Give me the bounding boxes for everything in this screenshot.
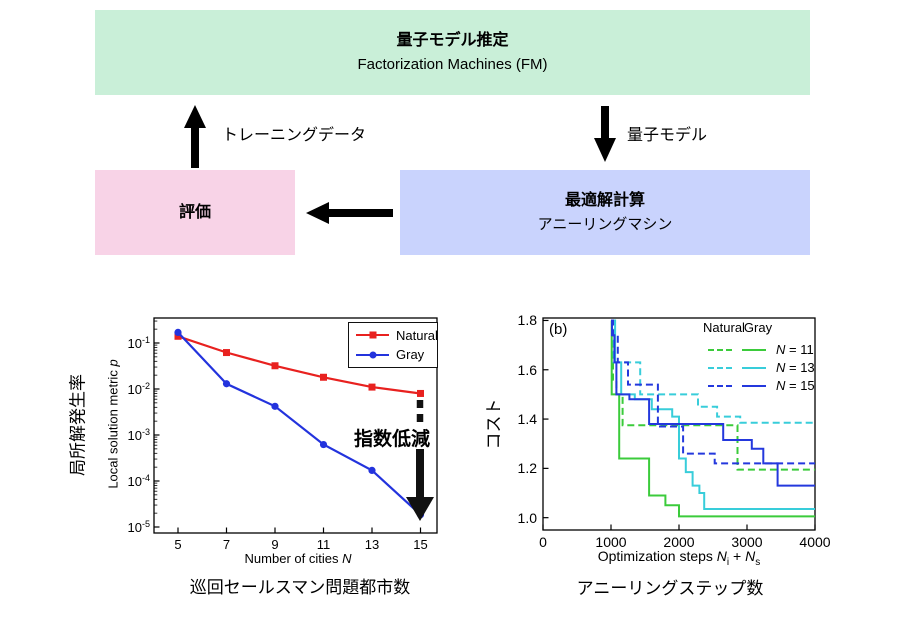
legend-item-natural: Natural (356, 327, 438, 343)
left-chart-ylabel-japanese: 局所解発生率 (68, 374, 88, 476)
right-xlabel-variable-1: N (716, 548, 727, 564)
right-chart-xlabel: Optimization steps Ni + Ns (598, 548, 761, 568)
legend-label-natural: Natural (396, 327, 438, 343)
dashed-line-sample (708, 384, 732, 387)
left-chart-legend: Natural Gray (348, 322, 438, 368)
left-y-tick-1e-5: 10-5 (127, 518, 150, 536)
natural-marker-icon (369, 331, 376, 339)
fm-box-title: 量子モデル推定 (396, 32, 509, 49)
legend-row-n-15: N = 15 (708, 378, 832, 393)
right-x-tick-3000: 3000 (731, 534, 763, 550)
right-xlabel-sub-2: s (755, 556, 761, 568)
legend-label-n-13: N = 13 (776, 360, 815, 375)
legend-natural-header: Natural (703, 320, 745, 335)
fm-box: 量子モデル推定 Factorization Machines (FM) (95, 10, 810, 95)
series-natural (177, 335, 421, 395)
training-data-arrow-label: トレーニングデータ (222, 127, 367, 144)
left-ylabel-variable: p (105, 359, 121, 367)
gray-marker-icon (369, 351, 376, 359)
left-arrow-head (306, 202, 329, 224)
left-x-tick-5: 5 (174, 537, 182, 552)
reduction-arrow-head (406, 497, 434, 521)
right-x-tick-2000: 2000 (663, 534, 695, 550)
left-chart-xlabel: Number of cities N (245, 551, 352, 566)
legend-item-gray: Gray (356, 347, 437, 362)
down-arrow-head (594, 138, 616, 162)
gray-line-sample (356, 351, 389, 359)
right-x-tick-0: 0 (539, 534, 547, 550)
legend-row-n-11: N = 11 (708, 342, 832, 357)
solid-line-sample (742, 348, 766, 351)
right-y-tick-1-8: 1.8 (517, 312, 537, 329)
dashed-line-sample (708, 348, 732, 351)
legend-gray-header: Gray (743, 320, 773, 335)
right-x-tick-1000: 1000 (595, 534, 627, 550)
exponential-reduction-annotation: 指数低減 (353, 429, 431, 450)
legend-label-n-11: N = 11 (776, 342, 814, 357)
left-chart-ylabel: Local solution metric p (106, 359, 121, 488)
right-x-tick-4000: 4000 (799, 534, 831, 550)
right-xlabel-sub-1: i (726, 556, 730, 568)
left-ylabel-text: Local solution metric (105, 366, 121, 489)
solid-line-sample (742, 366, 766, 369)
legend-label-gray: Gray (396, 347, 425, 363)
left-xlabel-text: Number of cities (244, 551, 343, 566)
fm-box-subtitle: Factorization Machines (FM) (357, 56, 548, 73)
optimization-box-title: 最適解計算 (564, 192, 645, 209)
legend-row-n-13: N = 13 (708, 360, 832, 375)
natural-line-sample (356, 331, 389, 339)
left-x-tick-9: 9 (271, 537, 279, 552)
optimization-box-subtitle: アニーリングマシン (537, 216, 673, 233)
series-gray-n-11 (610, 319, 815, 518)
right-legend-rows: N = 11 N = 13 N = 15 (700, 342, 832, 393)
right-xlabel-plus: + (729, 548, 746, 564)
left-x-tick-11: 11 (316, 537, 331, 552)
quantum-model-arrow-label: 量子モデル (627, 127, 708, 144)
series-gray-n-13 (611, 319, 815, 510)
right-y-tick-1-4: 1.4 (517, 411, 537, 428)
right-y-tick-1-2: 1.2 (517, 460, 537, 477)
up-arrow-head (184, 105, 206, 128)
right-y-tick-1-6: 1.6 (517, 361, 537, 378)
right-chart-ylabel: コスト (484, 398, 504, 450)
right-chart-caption: アニーリングステップ数 (576, 579, 764, 598)
panel-label-b: (b) (549, 321, 568, 338)
left-y-tick-1e-2: 10-2 (127, 380, 150, 398)
left-y-tick-1e-1: 10-1 (127, 334, 150, 352)
optimization-box: 最適解計算 アニーリングマシン (400, 170, 810, 255)
right-legend-headers: Natural Gray (700, 320, 832, 335)
left-y-tick-1e-4: 10-4 (127, 472, 150, 490)
solid-line-sample (742, 384, 766, 387)
left-y-tick-1e-3: 10-3 (127, 426, 150, 444)
left-x-tick-15: 15 (413, 537, 428, 552)
series-gray-n-15 (611, 319, 815, 487)
left-chart-plot (153, 317, 438, 534)
right-chart-plot (542, 317, 816, 531)
left-x-tick-13: 13 (364, 537, 380, 552)
left-xlabel-variable: N (342, 551, 352, 566)
evaluation-box: 評価 (95, 170, 295, 255)
legend-label-n-15: N = 15 (776, 378, 815, 393)
dashed-line-sample (708, 366, 732, 369)
right-y-tick-1: 1.0 (517, 509, 537, 526)
flow-arrows (184, 105, 616, 224)
left-x-tick-7: 7 (222, 537, 231, 552)
left-chart-caption: 巡回セールスマン問題都市数 (189, 578, 411, 597)
right-chart-legend: Natural Gray N = 11 N = 13 N = 15 (700, 320, 832, 393)
evaluation-box-title: 評価 (178, 203, 211, 221)
series-gray (177, 331, 422, 516)
right-xlabel-text: Optimization steps (597, 548, 717, 564)
right-xlabel-variable-2: N (745, 548, 756, 564)
